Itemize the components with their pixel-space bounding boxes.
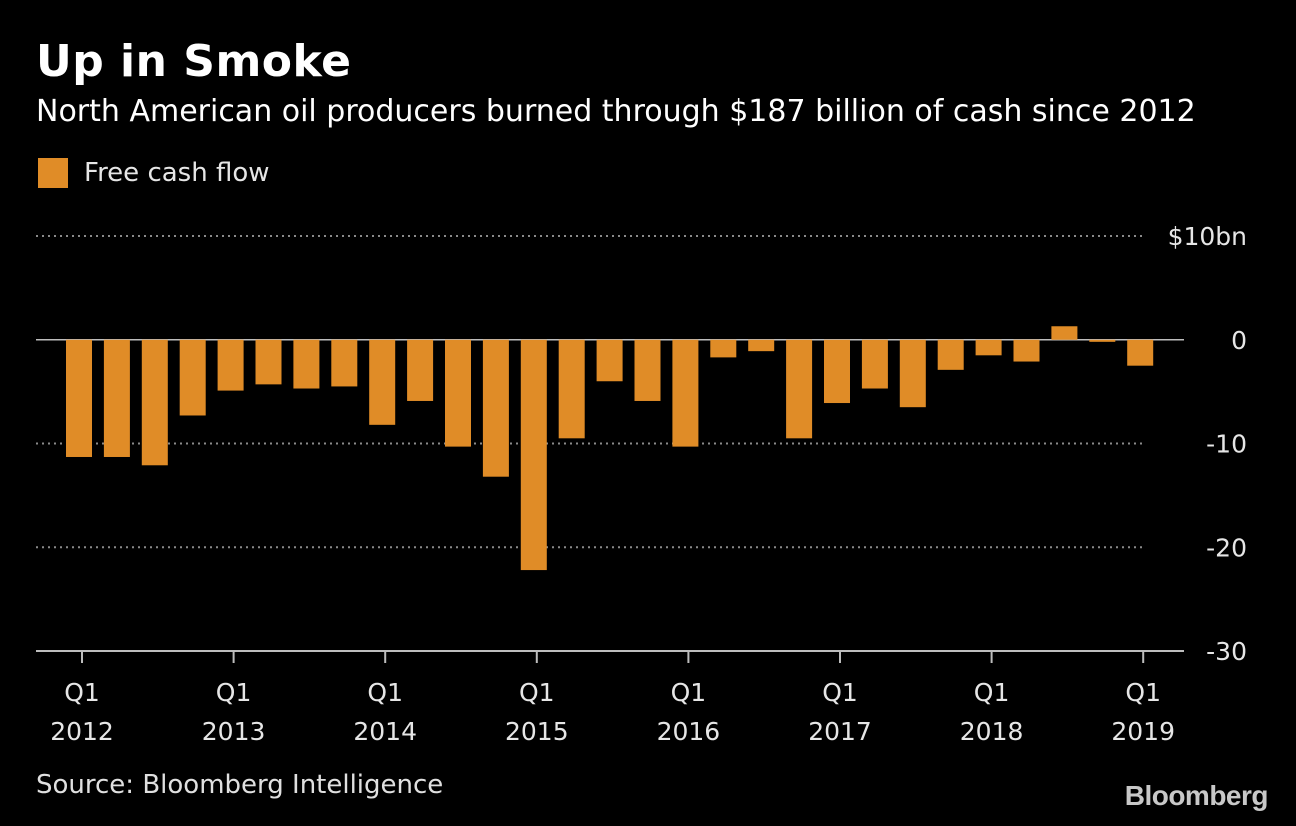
legend: Free cash flow — [38, 158, 270, 188]
bar — [748, 339, 775, 352]
legend-swatch — [38, 158, 68, 188]
bar — [293, 339, 320, 389]
x-tick-label-quarter: Q1 — [822, 678, 858, 707]
x-tick-label-quarter: Q1 — [64, 678, 100, 707]
bar — [520, 339, 547, 571]
x-tick-label-quarter: Q1 — [216, 678, 252, 707]
x-tick-label-quarter: Q1 — [367, 678, 403, 707]
y-tick-label: $10bn — [1168, 222, 1247, 251]
x-axis-labels: Q1 2012 Q1 2013 Q1 2014 Q1 2015 Q1 2016 Q1 2017 Q1 20… — [50, 678, 1175, 746]
bar — [331, 339, 358, 387]
bar — [1127, 339, 1154, 366]
x-tick-label-quarter: Q1 — [671, 678, 707, 707]
bloomberg-logo: Bloomberg — [1124, 780, 1269, 811]
bar — [786, 339, 813, 439]
bar — [975, 339, 1002, 356]
bar — [369, 339, 396, 425]
x-tick-label-year: 2017 — [808, 717, 872, 746]
bar — [861, 339, 888, 389]
bar — [179, 339, 206, 416]
x-tick-label-year: 2016 — [657, 717, 721, 746]
bar — [66, 339, 92, 457]
x-tick-label-year: 2013 — [202, 717, 266, 746]
bar — [217, 339, 244, 391]
bar — [141, 339, 168, 466]
x-tick-label-year: 2014 — [353, 717, 417, 746]
x-axis — [36, 650, 1184, 663]
y-tick-label: 0 — [1231, 326, 1247, 355]
source-note: Source: Bloomberg Intelligence — [36, 770, 444, 800]
chart-title: Up in Smoke — [36, 36, 352, 87]
y-tick-label: -20 — [1206, 533, 1247, 562]
bar — [596, 339, 623, 382]
legend-label: Free cash flow — [84, 158, 270, 188]
bar — [255, 339, 282, 385]
bar — [1089, 339, 1116, 342]
bars — [66, 326, 1154, 571]
bar — [710, 339, 737, 358]
bar — [899, 339, 926, 408]
bar — [482, 339, 509, 477]
bar — [445, 339, 471, 447]
bar — [937, 339, 964, 370]
bar — [558, 339, 585, 439]
x-tick-label-year: 2012 — [50, 717, 114, 746]
x-tick-label-year: 2015 — [505, 717, 569, 746]
y-axis-labels: $10bn 0 -10 -20 -30 — [1168, 222, 1247, 666]
bar — [672, 339, 699, 447]
chart-subtitle: North American oil producers burned thro… — [36, 94, 1196, 129]
bar — [1051, 326, 1078, 340]
x-tick-label-quarter: Q1 — [974, 678, 1010, 707]
y-tick-label: -30 — [1206, 637, 1247, 666]
bar — [824, 339, 850, 404]
x-tick-label-quarter: Q1 — [519, 678, 555, 707]
bar — [103, 339, 130, 457]
bar — [407, 339, 434, 401]
y-tick-label: -10 — [1206, 430, 1247, 459]
grid-lines — [36, 235, 1184, 549]
x-tick-label-quarter: Q1 — [1125, 678, 1161, 707]
bar — [634, 339, 661, 401]
bar — [1013, 339, 1040, 362]
x-tick-label-year: 2019 — [1111, 717, 1175, 746]
x-tick-label-year: 2018 — [960, 717, 1024, 746]
